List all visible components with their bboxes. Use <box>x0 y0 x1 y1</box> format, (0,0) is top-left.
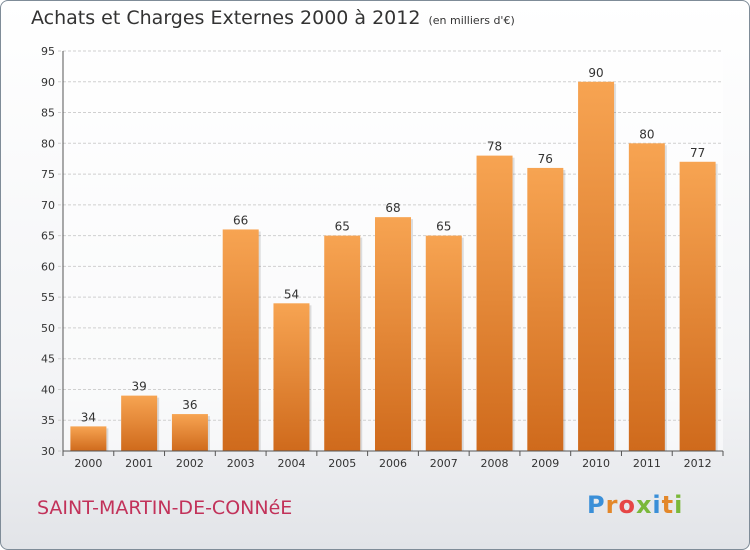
data-label: 65 <box>335 220 350 234</box>
data-label: 76 <box>538 152 553 166</box>
bar <box>171 414 208 451</box>
logo-letter: r <box>605 491 619 519</box>
y-tick-label: 85 <box>41 107 55 120</box>
data-label: 80 <box>639 127 654 141</box>
x-tick-label: 2002 <box>176 457 204 470</box>
data-label: 78 <box>487 140 502 154</box>
bar <box>679 161 716 451</box>
bar <box>578 81 615 452</box>
bar <box>476 155 513 451</box>
data-label: 68 <box>385 201 400 215</box>
x-tick-label: 2012 <box>684 457 712 470</box>
x-tick-label: 2003 <box>227 457 255 470</box>
bar <box>324 235 361 451</box>
x-tick-label: 2005 <box>328 457 356 470</box>
x-tick-label: 2004 <box>277 457 305 470</box>
data-label: 77 <box>690 146 705 160</box>
bar <box>425 235 462 451</box>
data-labels: 34 39 36 66 54 65 68 65 78 76 90 80 77 <box>81 66 706 425</box>
bar <box>375 217 411 451</box>
bar <box>628 143 665 452</box>
bar <box>70 426 107 451</box>
data-label: 90 <box>588 66 603 80</box>
x-tick-label: 2011 <box>633 457 661 470</box>
bars <box>70 81 718 452</box>
bar <box>222 229 259 451</box>
proxiti-logo: Proxiti <box>587 491 683 519</box>
data-label: 34 <box>81 410 96 424</box>
axes: 30 35 40 45 50 55 60 65 70 75 80 85 90 95 2000 2001 2002… <box>41 45 724 470</box>
data-label: 65 <box>436 220 451 234</box>
y-tick-label: 75 <box>41 168 55 181</box>
data-label: 54 <box>284 287 299 301</box>
logo-letter: P <box>587 491 606 519</box>
x-tick-label: 2009 <box>531 457 559 470</box>
chart-title-text: Achats et Charges Externes 2000 à 2012 <box>31 7 421 29</box>
x-tick-label: 2006 <box>379 457 407 470</box>
x-tick-label: 2007 <box>430 457 458 470</box>
y-tick-label: 35 <box>41 414 55 427</box>
x-tick-label: 2008 <box>481 457 509 470</box>
y-tick-label: 40 <box>41 383 55 396</box>
y-tick-label: 30 <box>41 445 55 458</box>
x-tick-label: 2000 <box>74 457 102 470</box>
y-tick-label: 50 <box>41 322 55 335</box>
data-label: 36 <box>182 398 197 412</box>
x-tick-label: 2010 <box>582 457 610 470</box>
logo-letter: o <box>618 491 636 519</box>
bar <box>121 395 158 451</box>
chart-unit: (en milliers d'€) <box>428 14 515 27</box>
y-tick-label: 45 <box>41 353 55 366</box>
y-tick-label: 70 <box>41 199 55 212</box>
chart-title: Achats et Charges Externes 2000 à 2012 (e… <box>31 7 515 29</box>
y-tick-label: 90 <box>41 76 55 89</box>
y-tick-label: 80 <box>41 137 55 150</box>
y-tick-label: 55 <box>41 291 55 304</box>
logo-letter: i <box>652 491 662 519</box>
data-label: 39 <box>132 380 147 394</box>
bar <box>527 167 564 451</box>
logo-letter: x <box>635 491 653 519</box>
logo-letter: i <box>674 491 684 519</box>
data-label: 66 <box>233 213 248 227</box>
y-tick-label: 65 <box>41 230 55 243</box>
commune-name: SAINT-MARTIN-DE-CONNéE <box>37 497 293 519</box>
bar <box>273 303 310 451</box>
x-tick-label: 2001 <box>125 457 153 470</box>
logo-letter: t <box>661 491 675 519</box>
y-tick-label: 60 <box>41 260 55 273</box>
y-tick-label: 95 <box>41 45 55 58</box>
